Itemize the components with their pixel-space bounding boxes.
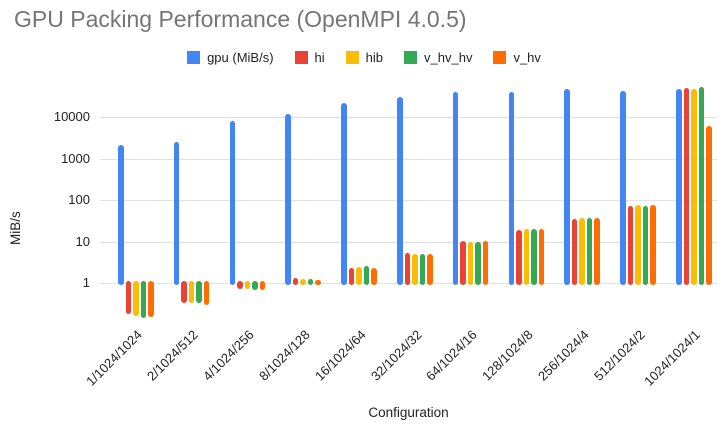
chart-bar[interactable] [706,125,712,285]
legend-label: gpu (MiB/s) [207,49,274,65]
chart-bar[interactable] [460,240,466,285]
chart-bar[interactable] [475,241,481,285]
x-tick-label: 16/1024/64 [311,327,369,384]
chart-bar[interactable] [482,240,489,285]
chart-bar[interactable] [244,281,251,290]
legend-label: hi [314,49,325,65]
chart-bar[interactable] [691,88,697,285]
legend-item-hi: hi [294,49,325,65]
chart-bar[interactable] [229,121,236,285]
chart-bar[interactable] [292,278,299,285]
plot-area [100,86,717,320]
chart-bar[interactable] [412,254,418,285]
chart-bar[interactable] [125,281,131,314]
chart-bar[interactable] [419,254,425,285]
chart-bar[interactable] [237,281,243,290]
chart-bar[interactable] [620,91,626,285]
y-tick-label: 1000 [61,150,90,166]
chart-bar[interactable] [676,89,682,285]
x-tick-label: 4/1024/256 [200,327,257,384]
gridline [100,117,717,119]
chart-bar[interactable] [148,281,154,318]
x-axis-title: Configuration [368,405,449,420]
chart-bar[interactable] [404,253,410,285]
chart-bar[interactable] [650,205,656,285]
chart-bar[interactable] [300,278,306,285]
chart-bar[interactable] [371,268,377,285]
chart-bar[interactable] [508,91,515,285]
legend-item-v-hv: v_hv [493,49,541,65]
chart-bar[interactable] [635,204,641,285]
y-tick-label: 1 [82,275,90,290]
legend-swatch-icon [187,50,201,64]
legend-label: hib [365,49,384,65]
chart-bar[interactable] [571,219,578,285]
chart-title: GPU Packing Performance (OpenMPI 4.0.5) [14,6,467,32]
x-tick-label: 64/1024/16 [423,327,481,384]
x-tick-label: 2/1024/512 [144,327,202,384]
chart-bar[interactable] [203,281,210,305]
legend-label: v_hv [513,49,541,65]
chart-bar[interactable] [140,281,146,319]
x-axis-tick-labels: 1/1024/1024 2/1024/512 4/1024/256 8/1024/12… [84,323,717,401]
chart-bar[interactable] [397,97,403,285]
chart-bar[interactable] [196,281,202,304]
x-tick-label: 256/1024/4 [535,327,592,384]
legend-swatch-icon [404,50,418,64]
x-tick-label: 1024/1024/1 [641,327,704,389]
x-tick-label: 128/1024/8 [479,327,536,384]
chart-bar[interactable] [698,87,704,285]
chart-bar[interactable] [348,268,355,285]
y-tick-label: 10000 [53,109,90,125]
chart-bar[interactable] [683,87,689,285]
legend-label: v_hv_hv [424,49,473,65]
chart-bar[interactable] [356,267,362,285]
chart-bar[interactable] [642,206,649,285]
gridline [100,200,717,202]
legend: gpu (MiB/s) hi hib v_hv_hv v_hv [0,49,728,65]
chart-bar[interactable] [363,265,370,285]
chart-bar[interactable] [586,218,593,285]
chart-bar[interactable] [523,229,530,285]
chart-bar[interactable] [467,241,474,285]
chart-bar[interactable] [531,229,537,285]
chart-bar[interactable] [564,88,570,285]
chart-bar[interactable] [181,281,187,303]
y-tick-label: 100 [68,192,90,208]
legend-item-gpu-mib-s: gpu (MiB/s) [187,49,274,65]
chart-bar[interactable] [307,278,314,285]
y-axis-title: MiB/s [8,211,23,245]
y-tick-label: 10 [75,233,90,249]
chart-bar[interactable] [427,253,433,285]
chart-bar[interactable] [133,281,139,316]
x-tick-label: 512/1024/2 [590,327,648,384]
chart-bar[interactable] [188,281,195,304]
legend-swatch-icon [294,50,308,64]
chart-bar[interactable] [452,92,459,285]
legend-item-hib: hib [345,49,384,65]
chart-bar[interactable] [315,279,321,285]
chart-bar[interactable] [285,114,291,285]
chart-bar[interactable] [173,142,180,285]
gridline [100,241,717,243]
x-tick-label: 1/1024/1024 [83,327,146,389]
x-tick-label: 8/1024/128 [256,327,313,384]
chart-bar[interactable] [252,281,258,290]
chart-bar[interactable] [627,205,634,285]
chart-bar[interactable] [259,281,266,290]
x-tick-label: 32/1024/32 [367,327,425,384]
legend-swatch-icon [345,50,359,64]
legend-item-v-hv-hv: v_hv_hv [404,50,472,65]
gridline [100,158,717,160]
chart-bar[interactable] [341,103,347,285]
chart-bar[interactable] [579,217,585,285]
chart-bar[interactable] [538,229,545,285]
chart-bar[interactable] [594,217,600,285]
legend-swatch-icon [493,50,507,64]
chart-bar[interactable] [118,145,124,285]
chart-bar[interactable] [516,230,522,285]
